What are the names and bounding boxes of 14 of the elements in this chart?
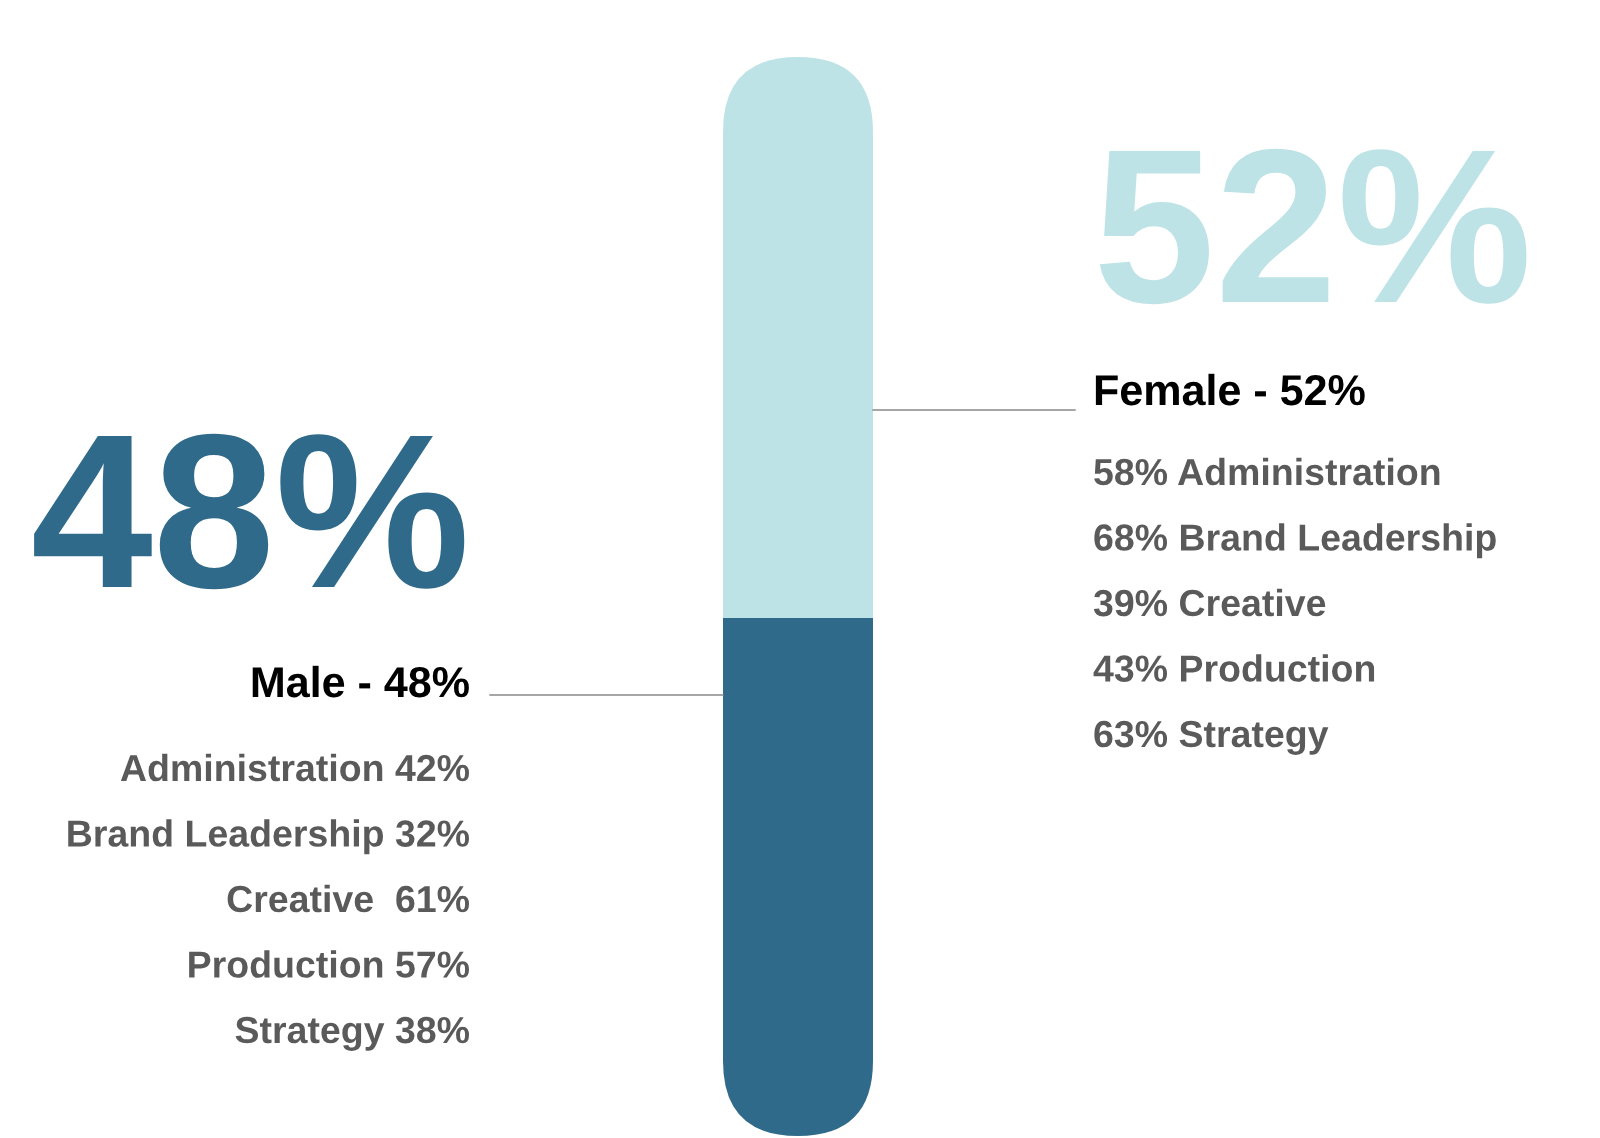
text: 58% Administration (1094, 457, 1440, 486)
text: Male - 48% (252, 665, 469, 698)
text: Creative 61% (227, 884, 470, 913)
text: 68% Brand Leadership (1094, 523, 1496, 559)
text: Female - 52% (1095, 373, 1365, 406)
text: Brand Leadership 32% (68, 819, 470, 855)
text: Production 57% (189, 950, 470, 978)
text: 63% Strategy (1094, 720, 1329, 755)
data-label: 52% (1099, 148, 1527, 305)
data-label: 48% (34, 433, 465, 590)
text: Administration 42% (120, 753, 470, 782)
text: 43% Production (1093, 654, 1375, 682)
text: 39% Creative (1093, 588, 1326, 617)
text: Strategy 38% (235, 1016, 470, 1051)
